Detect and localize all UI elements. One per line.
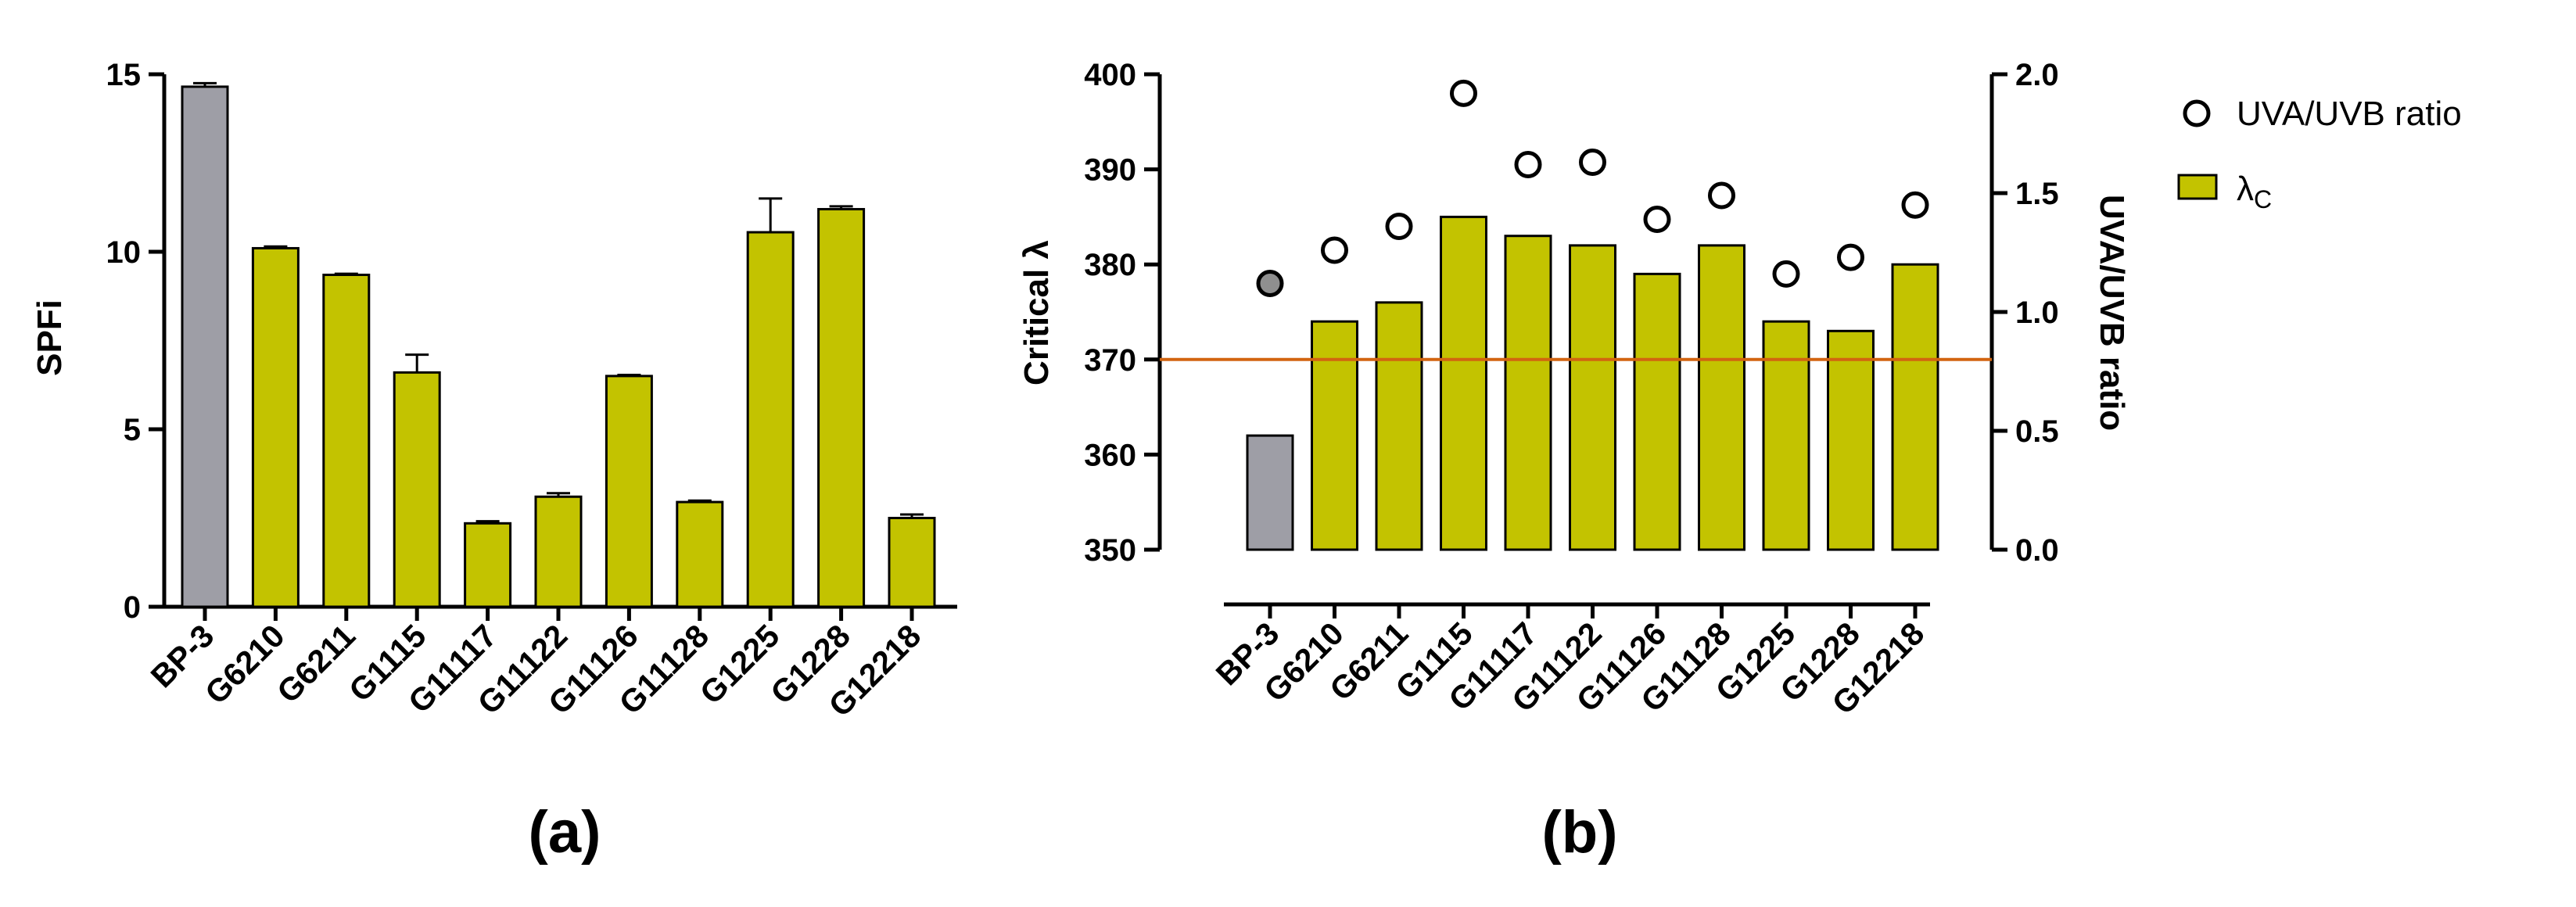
panel-a-bar-g11117 (464, 522, 512, 608)
panel-b-bar-g11126 (1633, 272, 1681, 551)
panel-b-x-labels: BP-3G6210G6211G1115G11117G11122G11126G11… (1209, 602, 1931, 722)
panel-b-bar-bp-3 (1246, 434, 1294, 551)
panel-b-right-y-tick-label: 0.5 (2015, 414, 2059, 449)
panel-a-bar-g1228 (817, 208, 866, 608)
panel-a-bar-bp-3 (181, 85, 229, 608)
panel-b-ratio-marker-g6211 (1385, 213, 1413, 241)
panel-b-bar-g11117 (1504, 235, 1552, 551)
panel-b-y-tick-label: 400 (1084, 58, 1136, 92)
panel-b-ylabel: Critical λ (1017, 240, 1056, 385)
panel-a-bar-g11128 (676, 500, 724, 608)
panel-b-ratio-markers (1256, 79, 1929, 298)
panel-b-ratio-marker-g6210 (1321, 236, 1348, 264)
legend-label-lambda: λC (2237, 170, 2272, 213)
panel-b-legend: UVA/UVB ratio λC (2177, 95, 2462, 213)
panel-a-y-tick-label: 0 (124, 590, 141, 625)
panel-b-bar-g6211 (1375, 301, 1423, 551)
panel-b-label: (b) (1541, 799, 1617, 866)
panel-b-ratio-marker-g11126 (1643, 205, 1671, 233)
panel-b-y-tick-label: 360 (1084, 438, 1136, 472)
panel-a-x-tick-label-g6211: G6211 (270, 618, 362, 710)
panel-a-x-tick-label-g1225: G1225 (693, 618, 787, 712)
panel-a-x-tick-label-g6210: G6210 (198, 618, 292, 712)
panel-a-bar-g11126 (605, 375, 653, 608)
panel-a-bar-g1115 (393, 371, 441, 608)
panel-b-bars (1160, 215, 1992, 551)
panel-b-y-tick-label: 380 (1084, 248, 1136, 282)
panel-b-ratio-marker-g11122 (1579, 148, 1606, 176)
panel-a: SPFi 0 5 10 15 BP-3G6210G6211G1115G11117G11… (30, 58, 957, 866)
legend-circle-marker (2183, 99, 2211, 127)
panel-b: Critical λ UVA/UVB ratio 350 360 370 380 390… (1017, 58, 2462, 866)
panel-b-right-y-tick-label: 0.0 (2015, 533, 2059, 568)
panel-a-bar-g12218 (888, 517, 936, 608)
panel-b-y-tick-label: 390 (1084, 153, 1136, 188)
panel-b-ylabel-right: UVA/UVB ratio (2093, 195, 2131, 431)
panel-b-ratio-marker-g1228 (1837, 243, 1864, 271)
panel-b-bar-g1228 (1827, 329, 1875, 551)
panel-b-bar-g1225 (1762, 320, 1810, 551)
panel-b-ratio-marker-g11117 (1514, 151, 1542, 179)
panel-b-left-axis: 350 360 370 380 390 400 (1084, 58, 1162, 568)
panel-b-right-y-tick-label: 1.5 (2015, 177, 2059, 211)
panel-b-bar-g11122 (1569, 244, 1616, 551)
panel-b-right-y-tick-label: 2.0 (2015, 58, 2059, 92)
panel-a-bar-g6210 (251, 246, 300, 608)
panel-b-ratio-marker-g1225 (1772, 260, 1800, 288)
panel-b-ratio-marker-bp-3 (1256, 270, 1284, 298)
panel-b-bar-g12218 (1891, 263, 1939, 551)
panel-a-label: (a) (529, 799, 601, 866)
panel-b-y-tick-label: 350 (1084, 533, 1136, 568)
panel-b-y-tick-label: 370 (1084, 343, 1136, 378)
panel-a-bar-g1225 (746, 231, 795, 608)
panel-a-bar-g11122 (534, 495, 583, 608)
panel-a-ylabel: SPFi (30, 299, 69, 376)
panel-a-bars (181, 81, 936, 608)
panel-b-ratio-marker-g11128 (1708, 181, 1735, 210)
legend-bar-swatch (2177, 174, 2218, 200)
panel-b-ratio-marker-g12218 (1901, 191, 1929, 219)
panel-a-x-labels: BP-3G6210G6211G1115G11117G11122G11126G11… (144, 607, 927, 724)
panel-b-bar-g1115 (1440, 215, 1487, 551)
panel-a-bar-g6211 (322, 274, 371, 608)
panel-b-ratio-marker-g1115 (1450, 79, 1477, 107)
panel-a-y-tick-label: 5 (124, 413, 141, 447)
legend-label-ratio: UVA/UVB ratio (2237, 95, 2462, 133)
panel-a-y-tick-label: 15 (106, 58, 142, 92)
panel-b-bar-g6210 (1311, 320, 1358, 551)
panel-b-right-axis: 0.0 0.5 1.0 1.5 2.0 (1989, 58, 2059, 568)
panel-b-right-y-tick-label: 1.0 (2015, 296, 2059, 330)
panel-a-y-tick-label: 10 (106, 235, 142, 270)
panel-b-bar-g11128 (1698, 244, 1745, 551)
